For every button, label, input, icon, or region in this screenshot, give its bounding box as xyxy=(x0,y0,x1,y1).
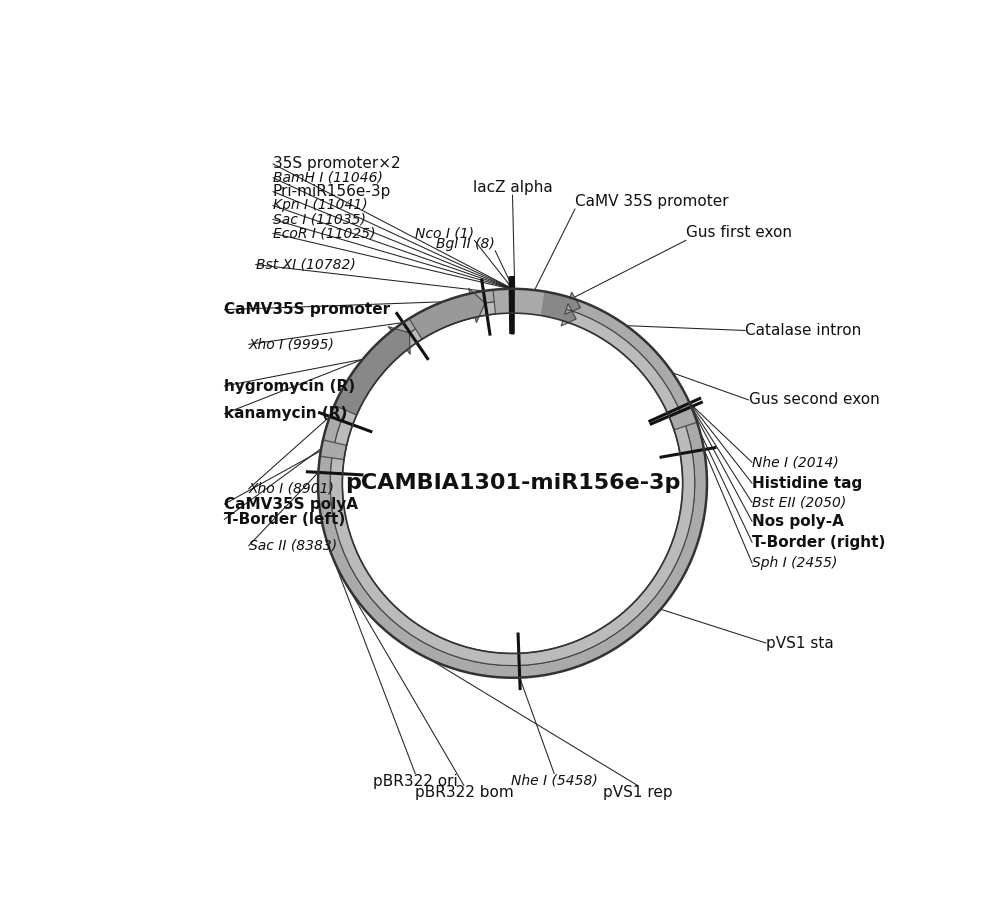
Polygon shape xyxy=(512,289,544,316)
Polygon shape xyxy=(334,327,410,415)
Text: Histidine tag: Histidine tag xyxy=(752,475,862,491)
Polygon shape xyxy=(318,290,707,677)
Text: pBR322 ori: pBR322 ori xyxy=(373,774,458,788)
Polygon shape xyxy=(318,289,707,677)
Text: kanamycin (R): kanamycin (R) xyxy=(224,406,348,421)
Polygon shape xyxy=(409,288,485,339)
Polygon shape xyxy=(330,302,695,666)
Polygon shape xyxy=(519,487,707,677)
Text: pBR322 bom: pBR322 bom xyxy=(415,786,513,800)
Polygon shape xyxy=(592,311,652,364)
Polygon shape xyxy=(669,408,697,430)
Polygon shape xyxy=(320,440,347,460)
Polygon shape xyxy=(318,456,344,473)
Polygon shape xyxy=(634,347,689,412)
Polygon shape xyxy=(504,653,519,677)
Polygon shape xyxy=(674,422,704,455)
Text: Bst XI (10782): Bst XI (10782) xyxy=(256,257,355,272)
Polygon shape xyxy=(331,405,357,423)
Text: Bst EII (2050): Bst EII (2050) xyxy=(752,496,846,510)
Polygon shape xyxy=(354,582,505,677)
Polygon shape xyxy=(667,401,692,418)
Text: hygromycin (R): hygromycin (R) xyxy=(224,379,355,393)
Text: Sph I (2455): Sph I (2455) xyxy=(752,557,837,570)
Text: Gus first exon: Gus first exon xyxy=(686,226,792,240)
Polygon shape xyxy=(334,323,417,415)
Text: T-Border (left): T-Border (left) xyxy=(224,512,346,527)
Text: Nhe I (2014): Nhe I (2014) xyxy=(752,456,839,469)
Text: Sac II (8383): Sac II (8383) xyxy=(249,538,337,553)
Polygon shape xyxy=(335,552,374,596)
Text: Nos poly-A: Nos poly-A xyxy=(752,514,844,529)
Text: Xho I (9995): Xho I (9995) xyxy=(249,337,334,352)
Text: pCAMBIA1301-miR156e-3p: pCAMBIA1301-miR156e-3p xyxy=(345,474,680,493)
Polygon shape xyxy=(323,415,353,446)
Polygon shape xyxy=(484,290,493,315)
Text: T-Border (right): T-Border (right) xyxy=(752,535,885,550)
Polygon shape xyxy=(490,289,512,314)
Text: BamH I (11046): BamH I (11046) xyxy=(273,170,383,185)
Text: pVS1 rep: pVS1 rep xyxy=(603,786,672,800)
Polygon shape xyxy=(669,408,697,430)
Text: CaMV35S polyA: CaMV35S polyA xyxy=(224,497,358,511)
Polygon shape xyxy=(403,318,422,343)
Text: Catalase intron: Catalase intron xyxy=(745,323,861,338)
Text: Nhe I (5458): Nhe I (5458) xyxy=(511,774,598,787)
Text: Kpn I (11041): Kpn I (11041) xyxy=(273,198,368,213)
Text: Gus second exon: Gus second exon xyxy=(749,392,879,408)
Text: pVS1 sta: pVS1 sta xyxy=(766,636,834,650)
Text: EcoR I (11025): EcoR I (11025) xyxy=(273,226,375,240)
Text: lacZ alpha: lacZ alpha xyxy=(473,180,552,195)
Text: Nco I (1): Nco I (1) xyxy=(415,226,474,240)
Polygon shape xyxy=(323,520,357,562)
Text: Bgl II (8): Bgl II (8) xyxy=(436,236,495,251)
Text: 35S promoter×2: 35S promoter×2 xyxy=(273,156,401,171)
Text: CaMV 35S promoter: CaMV 35S promoter xyxy=(575,194,729,209)
Text: Sac I (11035): Sac I (11035) xyxy=(273,212,366,226)
Polygon shape xyxy=(540,291,603,333)
Text: Xho I (8901): Xho I (8901) xyxy=(249,482,334,496)
Polygon shape xyxy=(318,472,346,526)
Text: CaMV35S promoter: CaMV35S promoter xyxy=(224,302,390,318)
Polygon shape xyxy=(680,450,707,488)
Polygon shape xyxy=(320,440,347,460)
Text: Pri-miR156e-3p: Pri-miR156e-3p xyxy=(273,184,391,199)
Polygon shape xyxy=(409,290,488,339)
